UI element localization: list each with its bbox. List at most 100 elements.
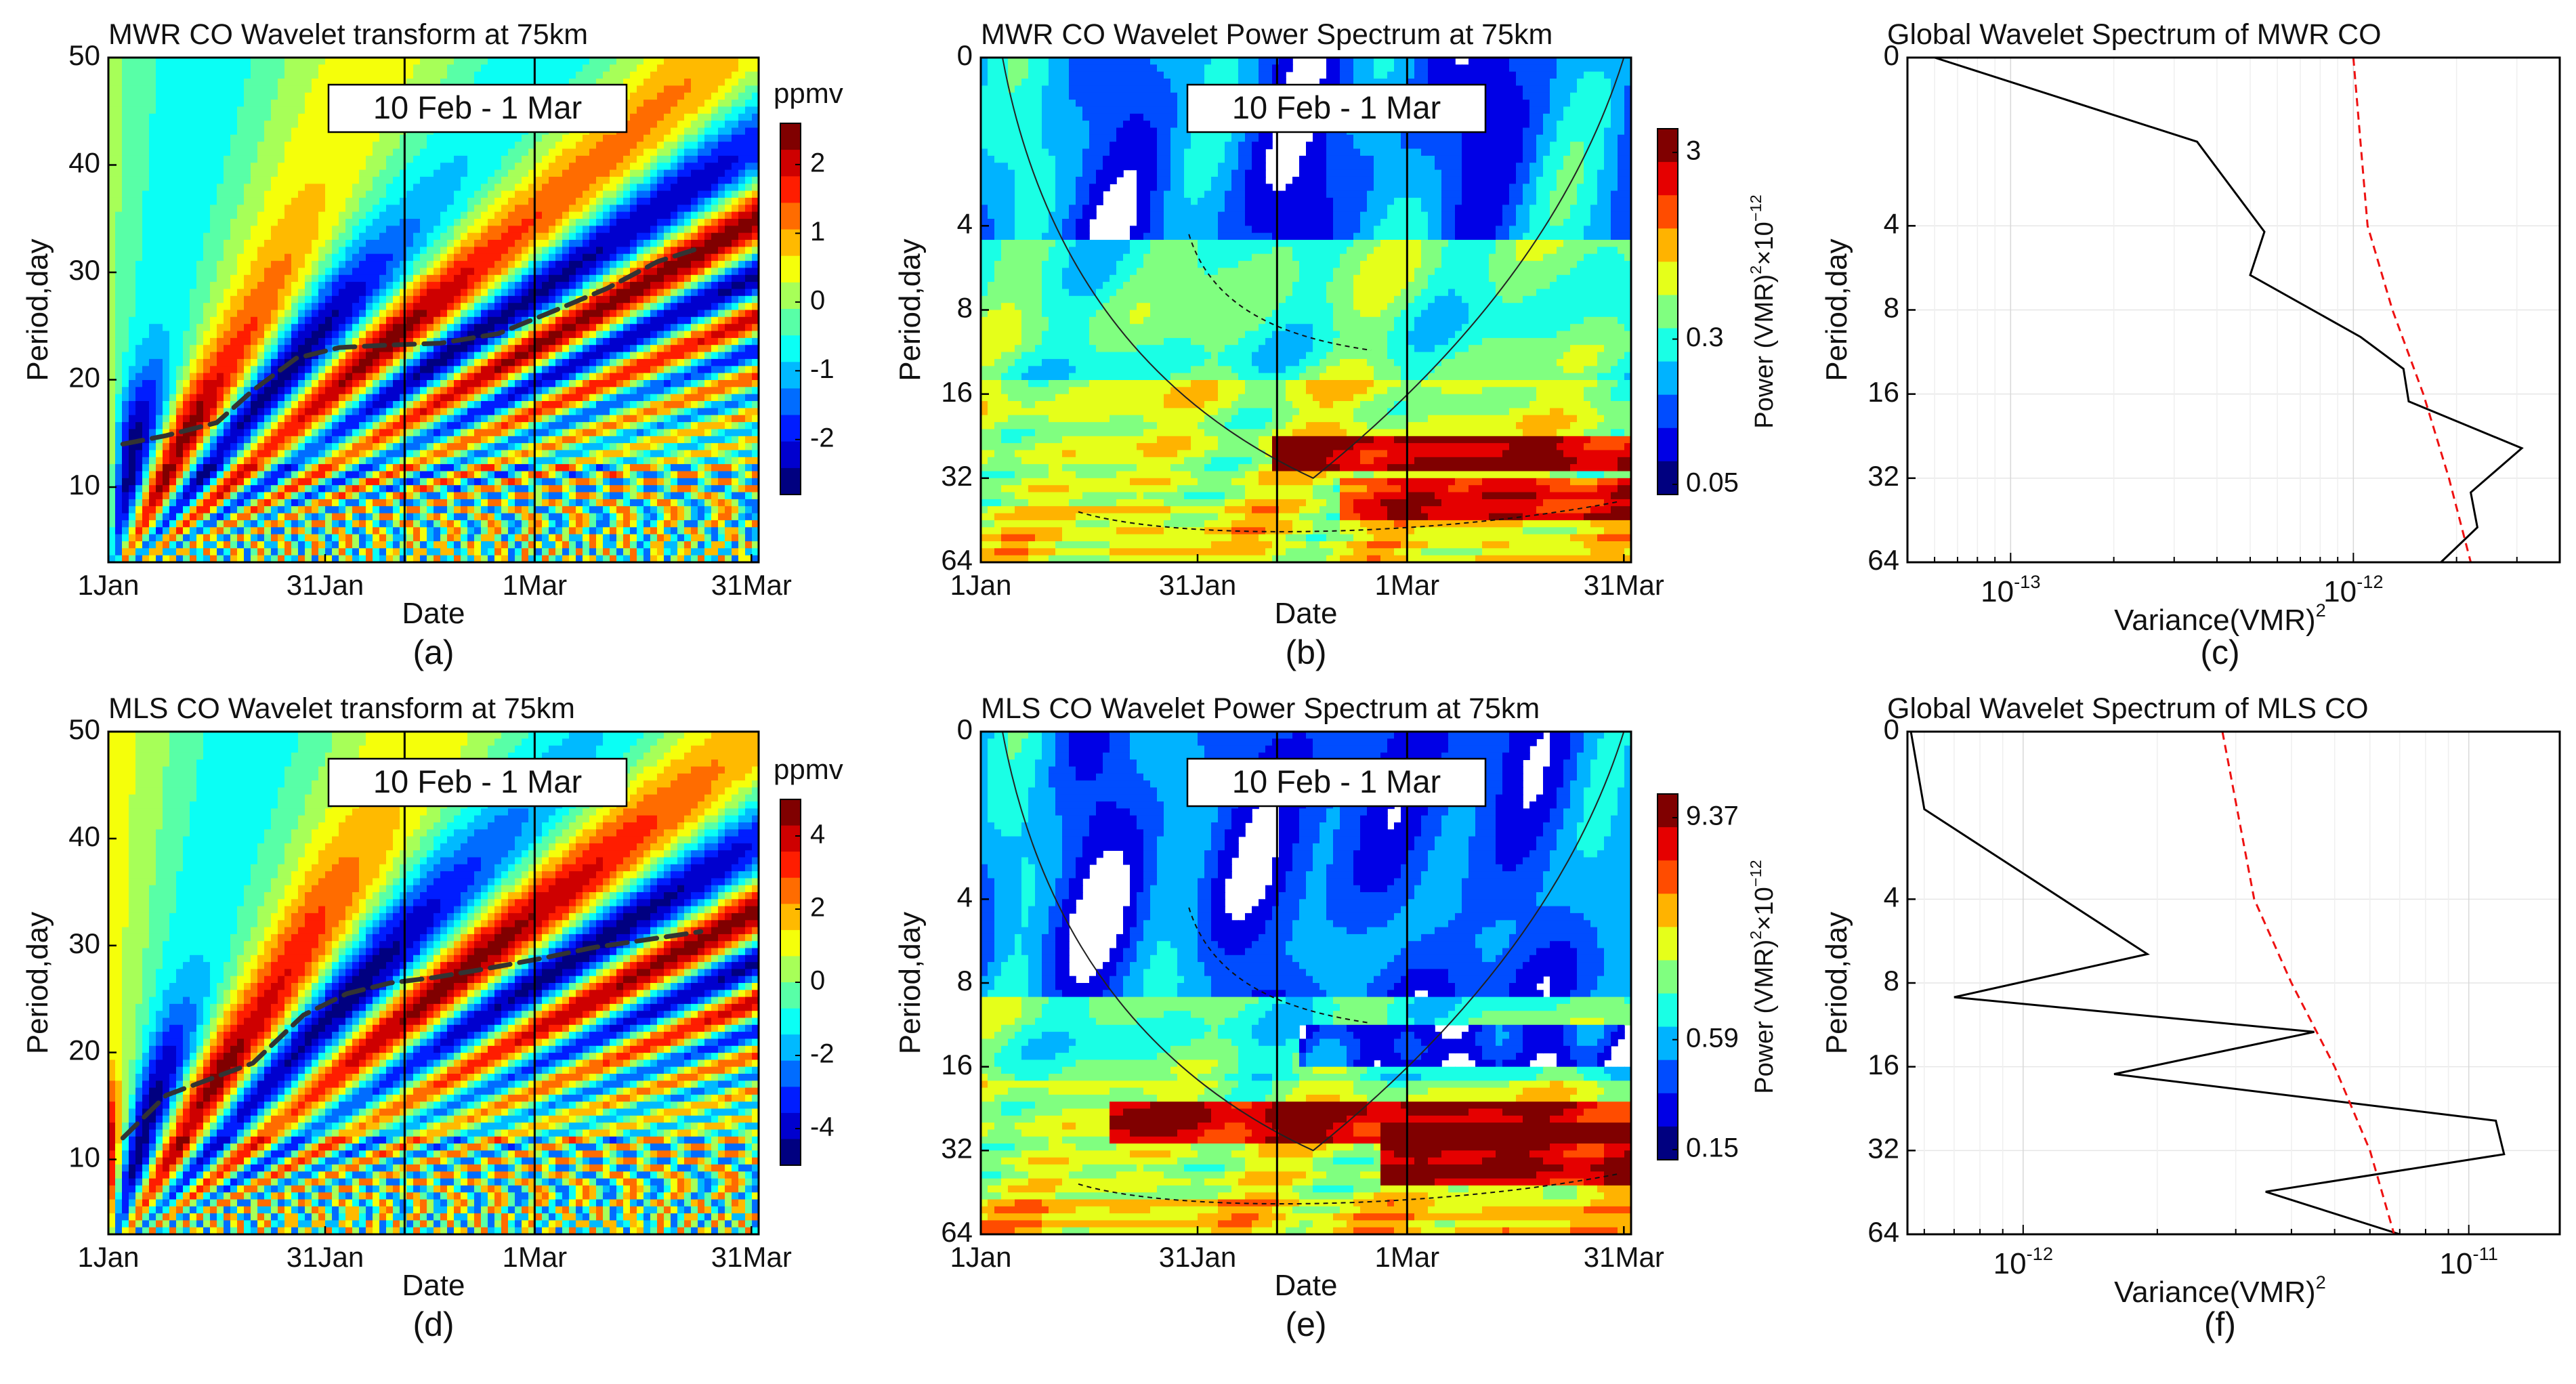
heatmap-cell [176, 310, 184, 318]
heatmap-cell [169, 492, 177, 500]
heatmap-cell [264, 128, 272, 135]
heatmap-cell [217, 527, 224, 534]
heatmap-cell [196, 142, 204, 149]
heatmap-cell [156, 163, 163, 170]
heatmap-cell [196, 198, 204, 205]
heatmap-cell [122, 366, 129, 373]
heatmap-cell [230, 513, 238, 521]
heatmap-cell [196, 436, 204, 444]
heatmap-cell [142, 275, 150, 282]
heatmap-cell [115, 233, 123, 240]
heatmap-cell [135, 198, 143, 205]
heatmap-cell [251, 205, 258, 212]
heatmap-cell [142, 478, 150, 486]
heatmap-cell [122, 324, 129, 331]
heatmap-cell [156, 548, 163, 555]
heatmap-cell [203, 436, 211, 444]
heatmap-cell [135, 121, 143, 128]
heatmap-cell [108, 254, 116, 261]
heatmap-cell [210, 121, 217, 128]
heatmap-cell [203, 492, 211, 500]
heatmap-cell [115, 128, 123, 135]
heatmap-cell [142, 303, 150, 310]
heatmap-cell [217, 121, 224, 128]
heatmap-cell [217, 338, 224, 345]
heatmap-cell [210, 359, 217, 366]
heatmap-cell [156, 128, 163, 135]
heatmap-cell [203, 198, 211, 205]
heatmap-cell [129, 184, 136, 191]
heatmap-cell [237, 128, 245, 135]
heatmap-cell [135, 205, 143, 212]
heatmap-cell [264, 156, 272, 163]
heatmap-cell [244, 485, 251, 492]
heatmap-cell [244, 541, 251, 549]
heatmap-cell [183, 310, 190, 318]
heatmap-cell [149, 212, 156, 219]
heatmap-cell [149, 226, 156, 233]
heatmap-cell [196, 177, 204, 184]
heatmap-cell [129, 303, 136, 310]
heatmap-cell [163, 149, 170, 156]
heatmap-cell [183, 135, 190, 142]
heatmap-cell [169, 156, 177, 163]
heatmap-cell [122, 352, 129, 360]
heatmap-cell [217, 289, 224, 297]
heatmap-cell [224, 436, 231, 444]
heatmap-cell [135, 408, 143, 415]
heatmap-cell [176, 247, 184, 254]
heatmap-cell [190, 106, 197, 114]
heatmap-cell [210, 156, 217, 163]
heatmap-cell [244, 121, 251, 128]
heatmap-cell [115, 450, 123, 457]
heatmap-cell [176, 436, 184, 444]
heatmap-cell [224, 240, 231, 247]
heatmap-cell [230, 170, 238, 177]
heatmap-cell [237, 450, 245, 457]
heatmap-cell [142, 233, 150, 240]
heatmap-cell [156, 268, 163, 275]
heatmap-cell [129, 64, 136, 72]
heatmap-cell [115, 527, 123, 534]
heatmap-cell [230, 317, 238, 324]
heatmap-cell [149, 415, 156, 423]
heatmap-cell [163, 247, 170, 254]
heatmap-cell [224, 457, 231, 465]
heatmap-cell [149, 338, 156, 345]
heatmap-cell [244, 106, 251, 114]
heatmap-cell [129, 191, 136, 198]
heatmap-cell [163, 170, 170, 177]
heatmap-cell [210, 184, 217, 191]
heatmap-cell [257, 366, 265, 373]
heatmap-cell [190, 198, 197, 205]
heatmap-cell [169, 233, 177, 240]
heatmap-cell [230, 114, 238, 121]
heatmap-cell [217, 72, 224, 79]
heatmap-cell [251, 72, 258, 79]
heatmap-cell [230, 184, 238, 191]
heatmap-cell [115, 226, 123, 233]
heatmap-cell [210, 72, 217, 79]
heatmap-cell [251, 324, 258, 331]
heatmap-cell [230, 303, 238, 310]
heatmap-cell [183, 85, 190, 93]
heatmap-cell [115, 212, 123, 219]
heatmap-cell [115, 366, 123, 373]
heatmap-cell [224, 450, 231, 457]
heatmap-cell [257, 527, 265, 534]
heatmap-cell [129, 219, 136, 226]
heatmap-cell [108, 527, 116, 534]
heatmap-cell [190, 72, 197, 79]
heatmap-cell [122, 64, 129, 72]
heatmap-cell [190, 464, 197, 471]
heatmap-cell [183, 184, 190, 191]
heatmap-cell [163, 72, 170, 79]
heatmap-cell [210, 450, 217, 457]
heatmap-cell [196, 247, 204, 254]
heatmap-cell [122, 485, 129, 492]
heatmap-cell [217, 331, 224, 339]
heatmap-cell [237, 408, 245, 415]
heatmap-cell [196, 352, 204, 360]
heatmap-cell [237, 317, 245, 324]
heatmap-cell [142, 142, 150, 149]
